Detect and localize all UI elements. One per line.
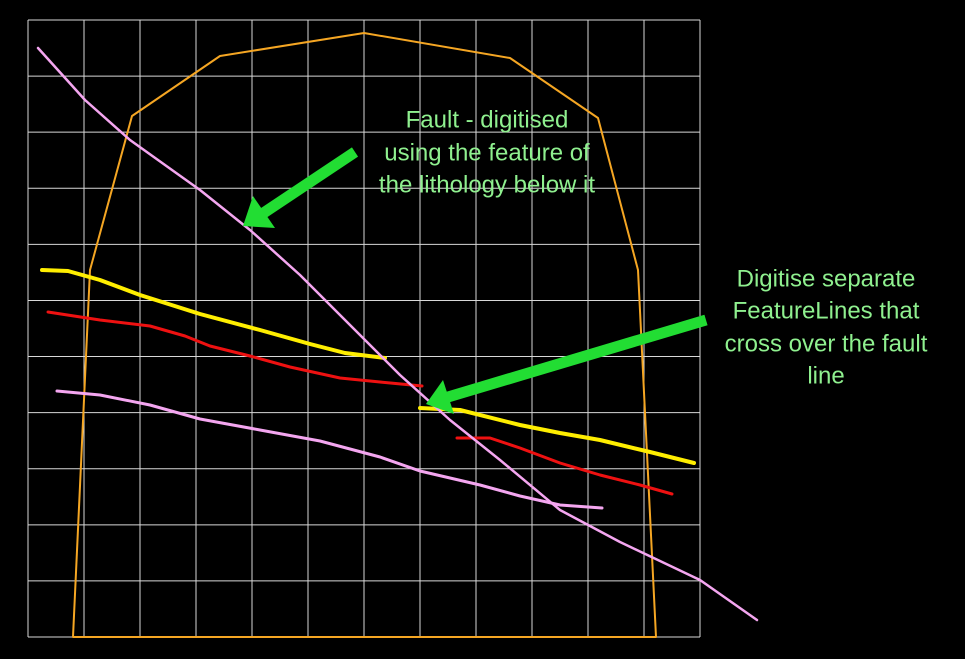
pink-featureline-lower (55, 389, 604, 510)
annotation-text: Fault - digitised (406, 106, 569, 133)
yellow-featureline-upper (40, 268, 387, 360)
red-featureline-lower (455, 436, 674, 496)
red-featureline-upper (46, 310, 424, 388)
fault-line (36, 46, 759, 622)
annotation-text: using the feature of (384, 139, 590, 166)
annotation-text: line (807, 362, 844, 389)
annotation-text: FeatureLines that (733, 297, 920, 324)
section-outline (72, 32, 657, 638)
arrow-fault (243, 147, 359, 228)
annotation-text: the lithology below it (379, 171, 595, 198)
yellow-featureline-lower (418, 406, 696, 465)
annotation-text: Digitise separate (737, 265, 916, 292)
arrow-featurelines (426, 314, 708, 414)
annotation-text: cross over the fault (725, 330, 928, 357)
